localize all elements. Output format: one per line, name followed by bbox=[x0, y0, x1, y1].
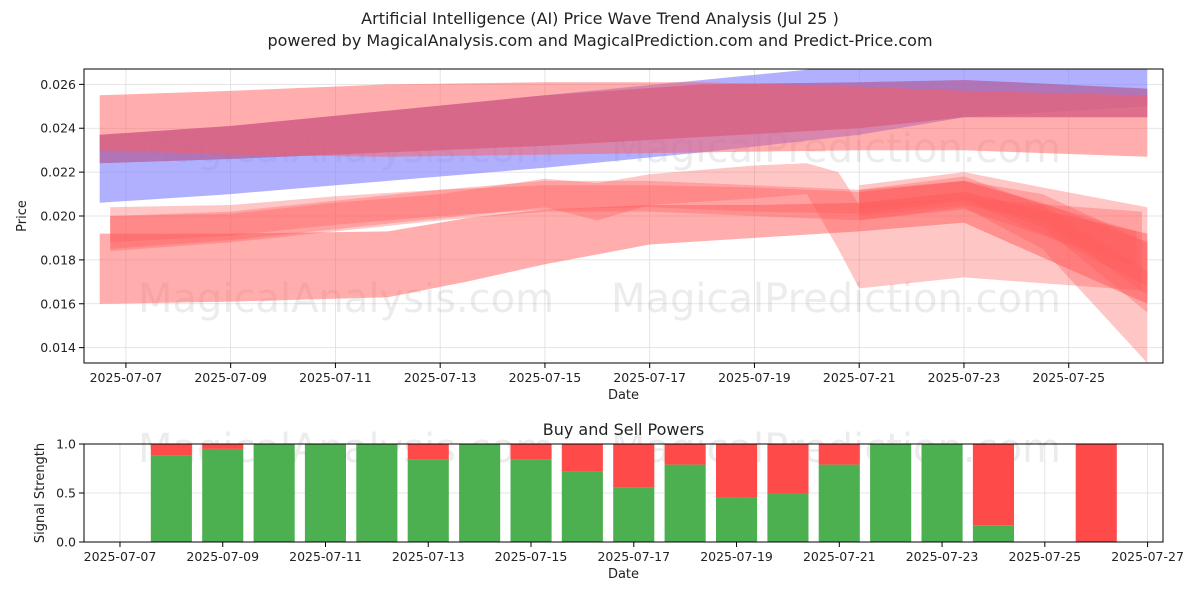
buy-bar bbox=[459, 444, 501, 542]
chart-title-block: Artificial Intelligence (AI) Price Wave … bbox=[0, 8, 1200, 52]
signal-x-tick-label: 2025-07-15 bbox=[495, 549, 568, 564]
buy-bar bbox=[921, 444, 963, 542]
price-x-tick-label: 2025-07-23 bbox=[928, 370, 1001, 385]
price-y-tick-label: 0.014 bbox=[40, 340, 76, 355]
buy-bar bbox=[356, 444, 398, 542]
signal-x-tick-label: 2025-07-21 bbox=[803, 549, 876, 564]
price-band-red-mid-3 bbox=[110, 180, 1148, 287]
price-x-tick-label: 2025-07-11 bbox=[299, 370, 372, 385]
price-x-tick-label: 2025-07-21 bbox=[823, 370, 896, 385]
buy-bar bbox=[664, 464, 706, 542]
price-x-tick-label: 2025-07-17 bbox=[613, 370, 686, 385]
signal-chart-title: Buy and Sell Powers bbox=[543, 420, 705, 439]
sell-bar bbox=[407, 444, 449, 460]
buy-bar bbox=[561, 471, 603, 542]
signal-x-tick-label: 2025-07-19 bbox=[700, 549, 773, 564]
signal-x-tick-label: 2025-07-23 bbox=[906, 549, 979, 564]
signal-x-tick-label: 2025-07-07 bbox=[84, 549, 157, 564]
signal-y-axis-label: Signal Strength bbox=[33, 443, 48, 543]
signal-x-tick-label: 2025-07-17 bbox=[597, 549, 670, 564]
price-x-tick-label: 2025-07-07 bbox=[90, 370, 163, 385]
sell-bar bbox=[818, 444, 860, 465]
price-y-axis-label: Price bbox=[15, 200, 30, 232]
sell-bar bbox=[767, 444, 809, 493]
signal-chart: MagicalAnalysis.comMagicalPrediction.com… bbox=[33, 420, 1184, 582]
buy-bar bbox=[870, 444, 912, 542]
price-y-tick-label: 0.016 bbox=[40, 296, 76, 311]
price-x-tick-label: 2025-07-25 bbox=[1032, 370, 1105, 385]
buy-bar bbox=[613, 487, 655, 542]
signal-x-tick-label: 2025-07-09 bbox=[186, 549, 259, 564]
sell-bar bbox=[561, 444, 603, 472]
buy-bar bbox=[253, 444, 295, 542]
chart-subtitle: powered by MagicalAnalysis.com and Magic… bbox=[267, 31, 933, 50]
price-x-tick-label: 2025-07-19 bbox=[718, 370, 791, 385]
signal-x-tick-label: 2025-07-13 bbox=[392, 549, 465, 564]
price-y-tick-label: 0.018 bbox=[40, 252, 76, 267]
sell-bar bbox=[150, 444, 192, 456]
buy-bar bbox=[304, 444, 346, 542]
sell-bar bbox=[510, 444, 552, 460]
signal-y-tick-label: 1.0 bbox=[56, 437, 76, 452]
sell-bar bbox=[613, 444, 655, 488]
buy-bar bbox=[818, 464, 860, 542]
sell-bar bbox=[1075, 444, 1117, 542]
price-y-tick-label: 0.026 bbox=[40, 77, 76, 92]
price-y-tick-label: 0.024 bbox=[40, 121, 76, 136]
buy-bar bbox=[510, 459, 552, 542]
price-band-red-fan-2 bbox=[859, 172, 1148, 313]
price-band-red-mid-2 bbox=[110, 163, 1143, 291]
signal-x-axis-label: Date bbox=[608, 567, 639, 582]
price-x-tick-label: 2025-07-09 bbox=[194, 370, 267, 385]
buy-bar bbox=[202, 448, 244, 542]
price-band-outer-red-lower bbox=[99, 191, 1148, 304]
price-band-red-mid-1 bbox=[110, 180, 1137, 267]
price-band-red-fan-1 bbox=[859, 176, 1148, 363]
chart-title: Artificial Intelligence (AI) Price Wave … bbox=[361, 9, 839, 28]
buy-bar bbox=[150, 455, 192, 542]
buy-bar bbox=[972, 525, 1014, 542]
signal-y-tick-label: 0.5 bbox=[56, 486, 76, 501]
price-band-red-fan-3 bbox=[859, 180, 1148, 295]
buy-bar bbox=[407, 459, 449, 542]
signal-x-tick-label: 2025-07-25 bbox=[1008, 549, 1081, 564]
buy-bar bbox=[716, 497, 758, 542]
sell-bar bbox=[664, 444, 706, 465]
price-x-tick-label: 2025-07-15 bbox=[509, 370, 582, 385]
price-band-outer-red-upper bbox=[99, 82, 1148, 157]
buy-bar bbox=[767, 493, 809, 542]
price-watermark: MagicalPrediction.com bbox=[611, 276, 1061, 322]
signal-x-tick-label: 2025-07-11 bbox=[289, 549, 362, 564]
price-x-tick-label: 2025-07-13 bbox=[404, 370, 477, 385]
price-y-tick-label: 0.020 bbox=[40, 209, 76, 224]
signal-x-tick-label: 2025-07-27 bbox=[1111, 549, 1184, 564]
sell-bar bbox=[716, 444, 758, 498]
price-bands bbox=[99, 69, 1148, 363]
price-chart: MagicalAnalysis.com MagicalPrediction.com… bbox=[15, 68, 1164, 403]
sell-bar bbox=[972, 444, 1014, 526]
price-x-axis-label: Date bbox=[608, 388, 639, 403]
price-y-tick-label: 0.022 bbox=[40, 165, 76, 180]
sell-bar bbox=[202, 444, 244, 449]
signal-y-tick-label: 0.0 bbox=[56, 535, 76, 550]
